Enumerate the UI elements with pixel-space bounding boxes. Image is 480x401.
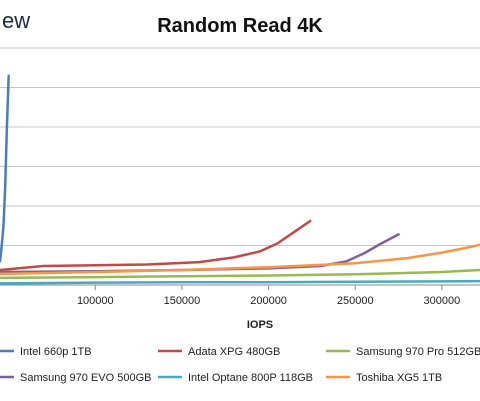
series-line: [0, 219, 312, 272]
x-tick-label: 150000: [164, 295, 201, 307]
x-tick-label: 200000: [250, 295, 287, 307]
series-line: [0, 74, 10, 263]
series-lines: [0, 74, 480, 285]
x-tick-label: 300000: [424, 295, 461, 307]
legend-label: Samsung 970 EVO 500GB: [20, 372, 151, 384]
legend-label: Adata XPG 480GB: [188, 346, 280, 358]
series-line: [0, 268, 480, 280]
brand-logo-fragment: ew: [2, 8, 30, 33]
x-tick-label: 100000: [77, 295, 114, 307]
legend: Intel 660p 1TB Adata XPG 480GB Samsung 970…: [0, 346, 480, 384]
x-axis-label: IOPS: [247, 319, 273, 331]
legend-label: Toshiba XG5 1TB: [356, 372, 442, 384]
chart-title: Random Read 4K: [157, 15, 323, 37]
grid-lines: [0, 47, 480, 246]
series-line: [0, 279, 480, 285]
legend-label: Intel Optane 800P 118GB: [188, 372, 313, 384]
x-tick-labels: 100000 150000 200000 250000 300000: [77, 285, 460, 307]
legend-label: Intel 660p 1TB: [20, 346, 92, 358]
legend-label: Samsung 970 Pro 512GB: [356, 346, 480, 358]
x-tick-label: 250000: [337, 295, 374, 307]
series-line: [0, 243, 480, 276]
